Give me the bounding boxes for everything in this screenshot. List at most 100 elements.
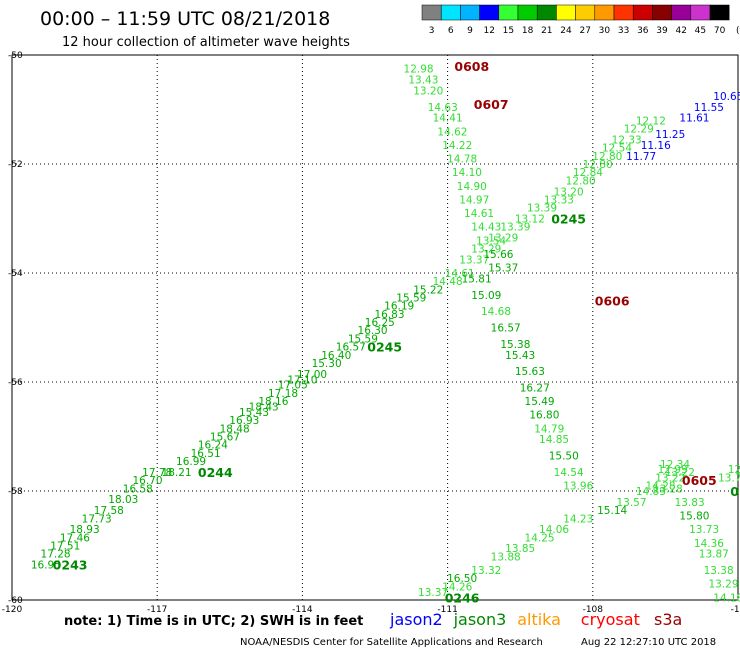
swh-value-label: 13.43 [408,75,438,87]
swh-value-label: 16.99 [176,456,206,468]
swh-value-label: 15.66 [483,249,513,261]
pass-time-label: 0246 [445,590,480,605]
swh-value-label: 17.51 [50,541,80,553]
pass-time-label: 0605 [682,473,717,488]
swh-value-label: 16.80 [529,410,559,422]
swh-value-label: 11.16 [641,140,671,152]
scale-swatch [709,4,730,21]
y-tick-label: -52 [8,160,23,170]
swh-value-label: 13.20 [554,186,584,198]
scale-swatch [575,4,596,21]
swh-value-label: 15.59 [396,293,426,305]
swh-value-label: 16.58 [123,483,153,495]
swh-value-label: 14.18 [713,592,740,604]
swh-value-label: 13.57 [616,497,646,509]
swh-value-label: 17.10 [287,374,317,386]
swh-value-label: 13.12 [515,214,545,226]
chart-title: 00:00 – 11:59 UTC 08/21/2018 [40,8,330,30]
swh-value-label: 18.48 [220,423,250,435]
scale-tick-label: 70 [714,26,726,36]
scale-tick-label: 21 [541,26,552,36]
swh-value-label: 13.28 [653,483,683,495]
swh-value-label: 12.80 [566,175,596,187]
swh-value-label: 16.93 [229,415,259,427]
pass-time-label: 0608 [454,59,489,74]
swh-value-label: 14.97 [459,194,489,206]
swh-value-label: 11.61 [679,113,709,125]
pass-time-label: 0244 [198,465,233,480]
swh-value-label: 16.50 [447,573,477,585]
swh-value-label: 18.03 [108,494,138,506]
swh-value-label: 17.05 [278,380,308,392]
swh-value-label: 14.41 [433,113,463,125]
swh-value-label: 18.43 [249,402,279,414]
scale-tick-label: 24 [560,26,572,36]
pass-time-label: 0607 [474,97,509,112]
x-tick-label: -108 [583,605,604,615]
swh-value-label: 13.29 [488,233,518,245]
swh-value-label: 12.34 [660,459,690,471]
pass-time-label: 0606 [595,293,630,308]
swh-value-label: 13.32 [471,565,501,577]
swh-value-label: 15.63 [515,366,545,378]
swh-value-label: 14.79 [534,423,564,435]
swh-value-label: 13.54 [476,235,506,247]
scale-swatch [556,4,576,21]
legend-cryosat: cryosat [581,610,640,629]
swh-value-label: 14.43 [471,222,501,234]
scale-swatch [479,4,500,21]
swh-value-label: 15.14 [597,505,627,517]
y-tick-label: -54 [8,269,23,279]
swh-value-label: 17.18 [268,388,298,400]
swh-value-label: 16.27 [520,382,550,394]
legend-note: note: 1) Time is in UTC; 2) SWH is in fe… [64,614,363,629]
swh-value-label: 15.43 [239,407,269,419]
swh-value-label: 18.93 [70,524,100,536]
legend-altika: altika [517,610,561,629]
scale-swatch [613,4,634,21]
swh-value-label: 13.29 [471,243,501,255]
x-tick-label: -10 [731,605,740,615]
swh-value-label: 10.65 [713,91,740,103]
swh-value-label: 12.84 [573,167,603,179]
swh-value-label: 13.83 [675,497,705,509]
scale-tick-label: 36 [637,26,649,36]
scale-tick-label: 27 [579,26,590,36]
swh-value-label: 13.71 [718,472,740,484]
swh-value-label: 15.50 [549,451,579,463]
swh-value-label: 15.59 [348,333,378,345]
plot-area: -120 -117 -114 -111 -108 -10 -50 -52 -54 -56 -58 -6… [2,51,740,615]
scale-swatch [652,4,672,21]
swh-value-label: 12.98 [404,64,434,76]
swh-value-label: 11.55 [694,102,724,114]
grid [12,55,738,600]
swh-value-label: 14.83 [636,486,666,498]
swh-value-label: 18.21 [162,467,192,479]
swh-value-label: 13.85 [505,543,535,555]
swh-value-label: 14.25 [525,532,555,544]
swh-value-label: 18.16 [258,396,288,408]
swh-value-label: 13.96 [563,481,593,493]
legend-jason2: jason2 [389,610,443,629]
swh-value-label: 15.37 [488,263,518,275]
swh-value-label: 16.40 [321,350,351,362]
pass-time-label: 0245 [367,340,402,355]
scale-tick-label: 9 [467,26,473,36]
swh-value-label: 14.62 [437,126,467,138]
satellite-legend: jason2 jason3 altika cryosat s3a [389,610,682,629]
swh-value-label: 13.39 [527,203,557,215]
scale-tick-label: 6 [448,26,454,36]
y-tick-label: -60 [8,596,23,606]
data-labels: 16.9517.2817.5117.4618.9317.7317.5818.03… [31,59,740,605]
footer-credit: NOAA/NESDIS Center for Satellite Applica… [240,637,543,648]
swh-value-label: 14.68 [481,306,511,318]
scale-tick-label: 33 [618,26,629,36]
x-tick-label: -120 [2,605,23,615]
swh-value-label: 16.24 [198,440,228,452]
swh-value-label: 14.26 [442,581,472,593]
scale-swatch [690,4,711,21]
swh-value-label: 16.19 [384,301,414,313]
swh-value-label: 16.57 [336,342,366,354]
scale-swatch [421,4,442,21]
swh-value-label: 14.06 [539,524,569,536]
